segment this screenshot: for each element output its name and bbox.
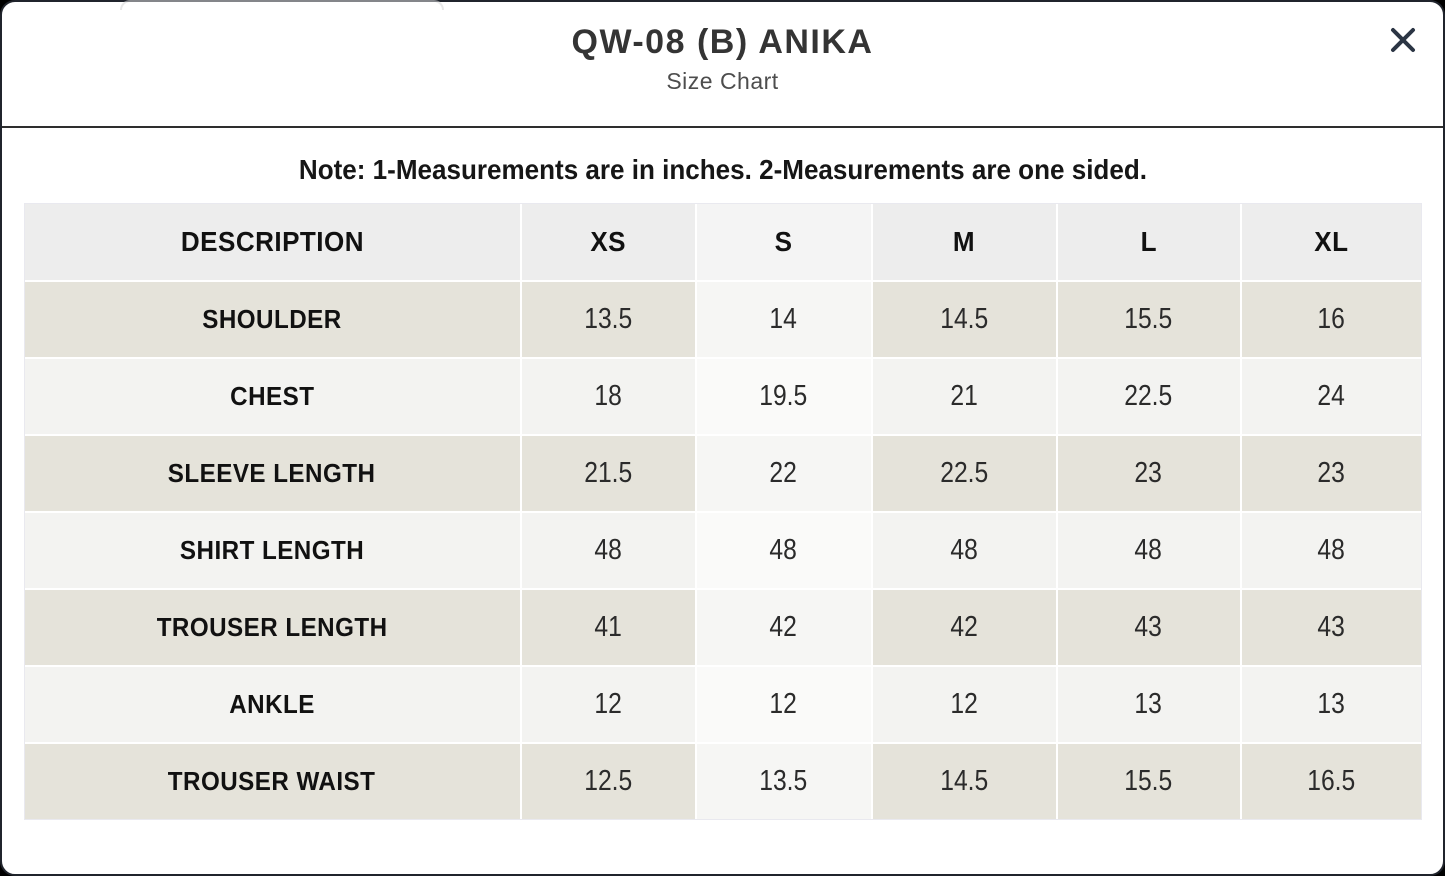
size-value: 48	[872, 513, 1058, 590]
size-value: 14.5	[872, 282, 1058, 359]
table-head: DESCRIPTION XS S M L XL	[24, 204, 1421, 282]
size-value: 12	[521, 667, 697, 744]
modal-header: QW-08 (B) ANIKA Size Chart	[2, 2, 1443, 128]
size-value: 43	[1241, 590, 1421, 667]
column-header-description: DESCRIPTION	[24, 204, 522, 282]
size-value: 13.5	[696, 744, 873, 819]
size-value: 13	[1057, 667, 1242, 744]
size-value: 12.5	[521, 744, 697, 819]
column-header-m: M	[872, 204, 1058, 282]
size-value: 48	[1057, 513, 1242, 590]
size-value: 15.5	[1057, 744, 1242, 819]
size-value: 13	[1241, 667, 1421, 744]
size-value: 23	[1057, 436, 1242, 513]
row-label: SHOULDER	[24, 282, 522, 359]
size-value: 48	[1241, 513, 1421, 590]
size-value: 42	[696, 590, 873, 667]
size-value: 48	[696, 513, 873, 590]
backdrop-card-edge	[120, 0, 444, 10]
table-row: SHOULDER 13.5 14 14.5 15.5 16	[24, 282, 1421, 359]
size-value: 41	[521, 590, 697, 667]
row-label: TROUSER LENGTH	[24, 590, 522, 667]
size-chart-table: DESCRIPTION XS S M L XL SHOULDER 13.5 14 14.5 15.…	[24, 204, 1421, 819]
size-value: 48	[521, 513, 697, 590]
size-value: 16.5	[1241, 744, 1421, 819]
table-row: TROUSER WAIST 12.5 13.5 14.5 15.5 16.5	[24, 744, 1421, 819]
size-value: 19.5	[696, 359, 873, 436]
row-label: CHEST	[24, 359, 522, 436]
column-header-l: L	[1057, 204, 1242, 282]
table-row: SLEEVE LENGTH 21.5 22 22.5 23 23	[24, 436, 1421, 513]
size-value: 22.5	[1057, 359, 1242, 436]
column-header-xl: XL	[1241, 204, 1421, 282]
size-value: 42	[872, 590, 1058, 667]
column-header-xs: XS	[521, 204, 697, 282]
table-row: CHEST 18 19.5 21 22.5 24	[24, 359, 1421, 436]
table-row: TROUSER LENGTH 41 42 42 43 43	[24, 590, 1421, 667]
size-value: 18	[521, 359, 697, 436]
size-value: 14.5	[872, 744, 1058, 819]
size-value: 15.5	[1057, 282, 1242, 359]
column-header-s: S	[696, 204, 873, 282]
size-value: 12	[872, 667, 1058, 744]
size-value: 23	[1241, 436, 1421, 513]
table-body: SHOULDER 13.5 14 14.5 15.5 16 CHEST 18 19.5 21 22.…	[24, 282, 1421, 819]
table-row: SHIRT LENGTH 48 48 48 48 48	[24, 513, 1421, 590]
size-value: 24	[1241, 359, 1421, 436]
size-value: 21	[872, 359, 1058, 436]
close-button[interactable]	[1385, 22, 1421, 58]
header-row: DESCRIPTION XS S M L XL	[24, 204, 1421, 282]
measurement-note: Note: 1-Measurements are in inches. 2-Me…	[298, 154, 1147, 185]
modal-title: QW-08 (B) ANIKA	[571, 23, 874, 61]
row-label: ANKLE	[24, 667, 522, 744]
size-value: 13.5	[521, 282, 697, 359]
row-label: TROUSER WAIST	[24, 744, 522, 819]
modal-subtitle: Size Chart	[666, 68, 779, 94]
size-value: 21.5	[521, 436, 697, 513]
table-row: ANKLE 12 12 12 13 13	[24, 667, 1421, 744]
size-value: 22	[696, 436, 873, 513]
close-icon	[1391, 28, 1415, 52]
size-value: 43	[1057, 590, 1242, 667]
modal-body: Note: 1-Measurements are in inches. 2-Me…	[2, 154, 1443, 819]
size-value: 12	[696, 667, 873, 744]
size-value: 16	[1241, 282, 1421, 359]
size-value: 22.5	[872, 436, 1058, 513]
row-label: SHIRT LENGTH	[24, 513, 522, 590]
row-label: SLEEVE LENGTH	[24, 436, 522, 513]
size-value: 14	[696, 282, 873, 359]
